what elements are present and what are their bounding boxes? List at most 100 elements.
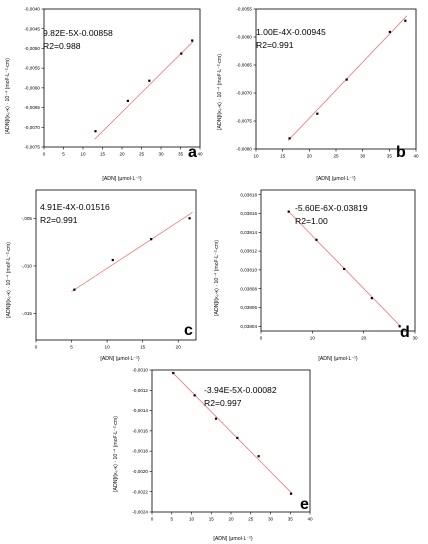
chart-c-y-tick-label: -,015 <box>22 311 33 316</box>
chart-a-xlabel: [ADN] (μmol·L⁻¹) <box>102 176 141 182</box>
chart-a-data-point <box>191 39 194 42</box>
chart-e-y-tick-label: -0,0020 <box>132 469 148 474</box>
chart-d-panel-label: d <box>400 324 410 341</box>
chart-d-axes: 0 10 20 30 0,03804 0,03806 0,03808 0,03810 0,038… <box>240 189 418 341</box>
chart-e-y-tick-label: -0,0012 <box>132 388 148 393</box>
chart-d-data-point <box>315 238 318 241</box>
chart-b-data-point <box>404 19 407 22</box>
chart-e-x-tick-label: 35 <box>288 517 294 522</box>
chart-b-xlabel: [ADN] (μmol·L⁻¹) <box>316 176 355 182</box>
chart-e-x-tick-label: 15 <box>209 517 215 522</box>
chart-e-fit-line <box>171 371 293 494</box>
chart-d-equation: -5.60E-6X-0.03819 <box>295 203 368 213</box>
chart-a-y-tick-label: -0,0060 <box>24 85 40 90</box>
chart-e-panel-label: e <box>300 496 309 513</box>
chart-a-y-tick-label: -0,0065 <box>24 105 40 110</box>
chart-a-data-point <box>180 52 183 55</box>
chart-b-x-tick-label: 20 <box>307 154 313 159</box>
chart-e-x-tick-label: 25 <box>248 517 254 522</box>
chart-e-y-tick-label: -0,0016 <box>132 428 148 433</box>
chart-c-data-point <box>73 288 76 291</box>
chart-b-fit-line <box>287 15 408 141</box>
chart-a-x-tick-label: 10 <box>80 152 86 157</box>
chart-c-plot-frame <box>35 189 197 341</box>
chart-a-y-tick-label: -0,0055 <box>24 66 40 71</box>
chart-b-y-tick-label: -0,0055 <box>236 7 252 12</box>
chart-e-data-point <box>257 455 260 458</box>
chart-d-x-tick-label: 20 <box>361 336 367 341</box>
chart-d-y-tick-label: 0,03808 <box>240 286 257 291</box>
chart-d-r2: R2=1.00 <box>295 216 328 226</box>
chart-c-data-point <box>188 217 191 220</box>
chart-e-y-tick-label: -0,0024 <box>132 510 148 515</box>
chart-e-r2: R2=0.997 <box>204 398 242 408</box>
chart-a-axes: 0 5 10 15 20 25 30 35 40 -0,0075 -0,0070 -0,0065 -0,… <box>24 7 203 157</box>
chart-panel-a: 0 5 10 15 20 25 30 35 40 -0,0075 -0,0070 -0,0065 -0,… <box>0 0 214 182</box>
chart-e-equation: -3.94E-5X-0.00082 <box>204 385 277 395</box>
chart-e-x-tick-label: 5 <box>170 517 173 522</box>
chart-c-xlabel: [ADN] (μmol·L⁻¹) <box>100 356 139 362</box>
chart-b-axes: 10 15 20 25 30 35 40 -0,0080 -0,0075 -0,0070 -0,00… <box>236 7 419 159</box>
chart-e-x-tick-label: 10 <box>189 517 195 522</box>
chart-b-x-tick-label: 15 <box>280 154 286 159</box>
chart-a-data-point <box>148 79 151 82</box>
chart-d-data-point <box>287 210 290 213</box>
chart-d-xlabel: [ADN] (μmol·L⁻¹) <box>318 356 357 362</box>
chart-b-y-tick-label: -0,0075 <box>236 119 252 124</box>
chart-panel-e: 0 5 10 15 20 25 30 35 40 -0,0024 -0,0022 -0,0020 -0,… <box>106 362 320 544</box>
chart-c-x-tick-label: 20 <box>176 345 182 350</box>
chart-panel-b: 10 15 20 25 30 35 40 -0,0080 -0,0075 -0,0070 -0,00… <box>214 0 428 182</box>
chart-a-x-tick-label: 25 <box>139 152 145 157</box>
chart-a-x-tick-label: 35 <box>178 152 184 157</box>
chart-a-x-tick-label: 0 <box>43 152 46 157</box>
chart-d-x-tick-label: 0 <box>260 336 263 341</box>
chart-e-y-tick-label: -0,0022 <box>132 489 148 494</box>
chart-b-x-tick-label: 40 <box>413 154 419 159</box>
chart-c-fit-line <box>71 212 193 292</box>
chart-b-data-point <box>288 137 291 140</box>
chart-c-x-tick-label: 5 <box>70 345 73 350</box>
chart-c-x-tick-label: 10 <box>105 345 111 350</box>
chart-d-x-tick-label: 30 <box>412 336 418 341</box>
chart-d-svg: 0 10 20 30 0,03804 0,03806 0,03808 0,03810 0,038… <box>214 189 418 362</box>
chart-d-ylabel: [ADN]/(κ₀-κ) · 10⁻⁴ (mol²·L⁻²·cm) <box>214 240 220 316</box>
chart-e-ylabel: [ADN]/(κ₀-κ) · 10⁻⁴ (mol²·L⁻²·cm) <box>113 416 119 492</box>
chart-c-x-tick-label: 15 <box>140 345 146 350</box>
chart-e-data-point <box>214 417 218 420</box>
chart-b-panel-label: b <box>396 144 406 161</box>
chart-e-x-tick-label: 40 <box>307 517 313 522</box>
chart-a-y-tick-label: -0,0045 <box>24 26 40 31</box>
chart-e-xlabel: [ADN] (μmol·L⁻¹) <box>213 536 252 542</box>
chart-d-y-tick-label: 0,03810 <box>240 268 257 273</box>
chart-d-x-tick-label: 10 <box>310 336 316 341</box>
chart-b-r2: R2=0.991 <box>256 40 294 50</box>
chart-a-data-point <box>94 130 97 133</box>
chart-d-y-tick-label: 0,03816 <box>240 211 257 216</box>
chart-b-data-point <box>316 112 319 115</box>
chart-d-plot-frame <box>260 189 416 332</box>
chart-b-equation: 1.00E-4X-0.00945 <box>256 27 326 37</box>
chart-e-x-tick-label: 20 <box>228 517 234 522</box>
chart-b-data-point <box>345 78 348 81</box>
chart-d-y-tick-label: 0,03804 <box>240 324 257 329</box>
chart-c-equation: 4.91E-4X-0.01516 <box>40 202 110 212</box>
chart-c-y-tick-label: -,010 <box>22 264 33 269</box>
chart-a-y-tick-label: -0,0070 <box>24 125 40 130</box>
chart-e-svg: 0 5 10 15 20 25 30 35 40 -0,0024 -0,0022 -0,0020 -0,… <box>113 368 313 542</box>
chart-b-ylabel: [ADN]/(κ₀-κ) · 10⁻⁴ (mol²·L⁻²·cm) <box>217 54 223 130</box>
chart-c-panel-label: c <box>184 322 193 339</box>
chart-d-data-point <box>398 325 401 328</box>
chart-a-svg: 0 5 10 15 20 25 30 35 40 -0,0075 -0,0070 -0,0065 -0,… <box>5 7 203 182</box>
chart-a-ylabel: [ADN]/(κ₀-κ) · 10⁻⁴ (mol²·L⁻²·cm) <box>5 58 11 134</box>
chart-c-axes: 0 5 10 15 20 -,015 -,010 -,005 <box>22 189 197 350</box>
chart-d-y-tick-label: 0,03812 <box>240 249 257 254</box>
chart-c-ylabel: [ADN]/(κ₀-κ) · 10⁻⁴ (mol²·L⁻²·cm) <box>6 242 12 318</box>
chart-a-data-point <box>126 99 129 102</box>
chart-e-x-tick-label: 30 <box>268 517 274 522</box>
chart-a-y-tick-label: -0,0075 <box>24 145 40 150</box>
chart-d-y-tick-label: 0,03814 <box>240 230 257 235</box>
chart-c-y-tick-label: -,005 <box>22 216 33 221</box>
chart-b-data-point <box>388 30 391 34</box>
chart-panel-c: 0 5 10 15 20 -,015 -,010 -,005 4.91E-4X-0.01516… <box>0 182 214 364</box>
chart-c-data-point <box>150 238 153 241</box>
